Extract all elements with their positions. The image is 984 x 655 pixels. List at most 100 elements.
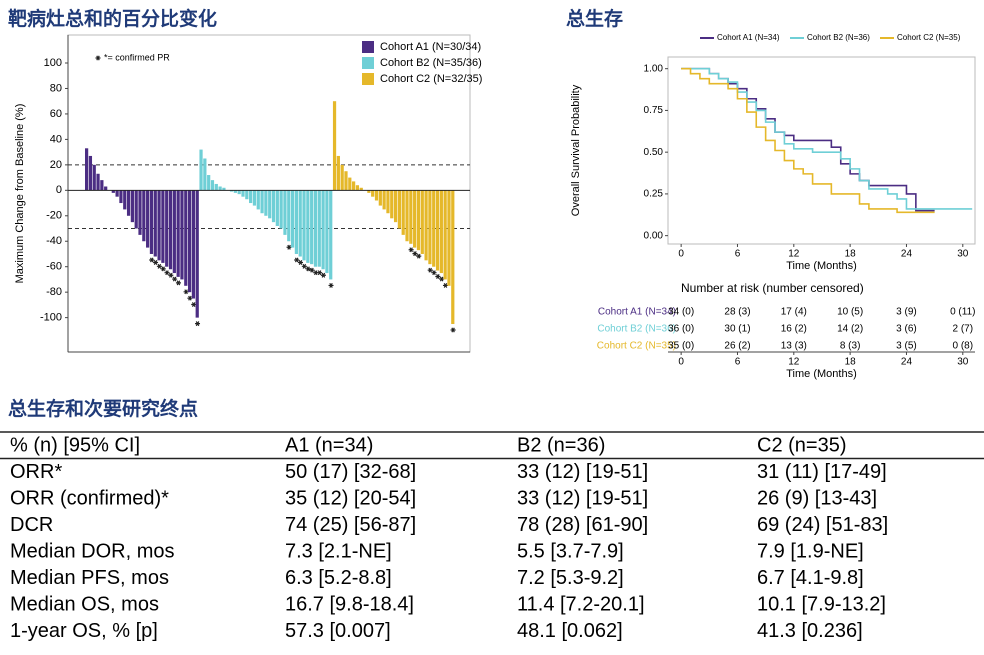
bar (416, 190, 421, 251)
bar (443, 190, 447, 280)
x-tick-label: 30 (957, 249, 969, 260)
bar (424, 190, 428, 261)
bar (432, 190, 436, 267)
y-tick-label: 0.50 (644, 147, 664, 158)
legend-label: Cohort C2 (N=32/35) (380, 73, 482, 85)
y-tick-label: 100 (44, 57, 62, 69)
survival-curve (681, 67, 973, 210)
plot-frame (667, 56, 976, 245)
bar (195, 190, 199, 318)
x-tick-label: 12 (788, 249, 800, 260)
confirmed-marker (153, 260, 159, 265)
table-cell: 7.3 [2.1-NE] (285, 541, 392, 563)
bar (233, 190, 237, 193)
table-cell: ORR* (10, 461, 62, 483)
y-tick-label: 20 (50, 159, 62, 171)
bar (115, 190, 119, 197)
risk-cell: 10 (5) (837, 307, 863, 318)
annotation-marker (95, 55, 101, 61)
confirmed-marker (294, 257, 300, 263)
y-tick-label: -60 (46, 261, 62, 273)
legend-swatch (362, 57, 374, 69)
bar (172, 190, 176, 274)
bar (378, 190, 382, 206)
table-cell: 57.3 [0.007] (285, 620, 391, 642)
confirmed-marker (412, 251, 418, 257)
bar (393, 190, 398, 223)
y-tick-label: -100 (40, 312, 62, 324)
bar (88, 155, 93, 191)
bar (435, 190, 440, 271)
bar (279, 190, 283, 229)
table-cell: 7.2 [5.3-9.2] (517, 567, 624, 589)
bar (374, 190, 379, 201)
risk-cell: 36 (0) (668, 324, 694, 335)
legend-swatch (362, 73, 374, 85)
table-cell: 35 (12) [20-54] (285, 488, 416, 510)
bar (298, 190, 302, 257)
bar (317, 190, 321, 267)
bar (409, 190, 413, 244)
bar (168, 190, 173, 270)
bar (271, 190, 276, 223)
table-header: C2 (n=35) (757, 435, 847, 457)
x-tick-label: 24 (901, 357, 913, 368)
bar (329, 190, 333, 280)
confirmed-marker (317, 270, 323, 276)
bar (268, 190, 272, 219)
risk-table-title: Number at risk (number censored) (681, 281, 864, 295)
confirmed-marker (149, 257, 155, 263)
confirmed-marker (431, 270, 437, 276)
table-cell: DCR (10, 514, 53, 536)
y-axis-label: Overall Survival Probability (570, 84, 582, 216)
confirmed-marker (427, 267, 433, 273)
bar (294, 190, 299, 254)
table-header: A1 (n=34) (285, 435, 373, 457)
bar (306, 190, 310, 263)
table-title: 总生存和次要研究终点 (8, 397, 198, 420)
confirmed-marker (195, 321, 201, 327)
bar (367, 190, 371, 193)
bar (390, 190, 394, 219)
risk-cell: 13 (3) (781, 341, 807, 352)
bar (359, 187, 363, 191)
bar (241, 190, 245, 197)
bar (149, 190, 154, 254)
bar (355, 185, 360, 191)
table-cell: 31 (11) [17-49] (757, 461, 887, 483)
bar (249, 190, 253, 204)
confirmed-marker (286, 244, 292, 250)
risk-cell: 17 (4) (781, 307, 807, 318)
bar (275, 190, 279, 226)
risk-row-label: Cohort A1 (N=34) (598, 307, 676, 318)
confirmed-marker (309, 267, 315, 273)
confirmed-marker (168, 272, 174, 278)
bar (348, 177, 352, 191)
bar (340, 164, 344, 191)
table-cell: 16.7 [9.8-18.4] (285, 594, 414, 616)
bar (222, 187, 226, 191)
table-cell: 48.1 [0.062] (517, 620, 623, 642)
risk-row-label: Cohort B2 (N=36) (597, 324, 676, 335)
table-cell: 78 (28) [61-90] (517, 514, 648, 536)
confirmed-marker (164, 270, 170, 276)
risk-cell: 3 (5) (896, 341, 917, 352)
risk-cell: 28 (3) (724, 307, 750, 318)
risk-cell: 3 (9) (896, 307, 917, 318)
bar (229, 190, 234, 192)
bar (142, 190, 146, 242)
x-tick-label: 18 (845, 357, 857, 368)
bar (245, 190, 249, 200)
y-tick-label: 40 (50, 133, 62, 145)
x-tick-label: 24 (901, 249, 913, 260)
y-tick-label: -40 (46, 235, 62, 247)
bar (180, 190, 184, 280)
confirmed-marker (450, 327, 456, 333)
bar (428, 190, 432, 265)
bar (218, 186, 222, 191)
survival-curve (681, 67, 935, 212)
bar (313, 190, 318, 267)
confirmed-marker (298, 260, 304, 265)
table-cell: 6.3 [5.2-8.8] (285, 567, 392, 589)
